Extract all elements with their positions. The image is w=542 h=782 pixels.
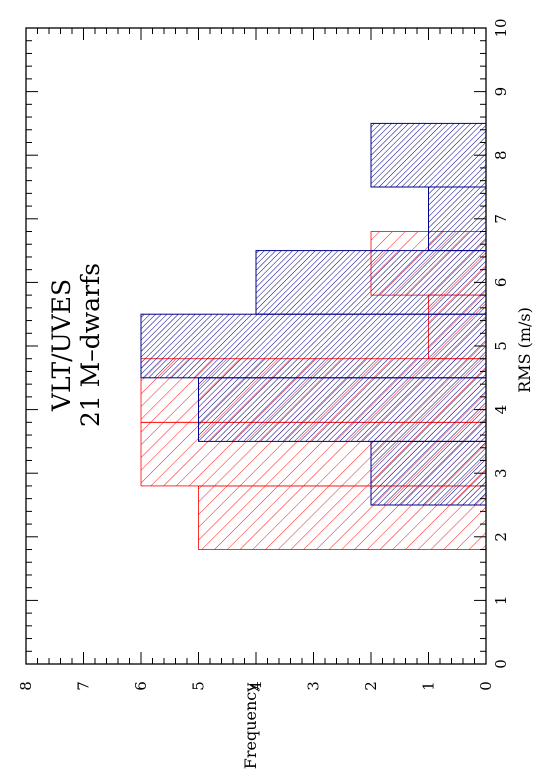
frequency-tick-label: 6 xyxy=(132,681,150,691)
frequency-tick-label: 7 xyxy=(75,681,93,691)
frequency-tick-label: 4 xyxy=(247,681,265,691)
rms-tick-label: 9 xyxy=(492,87,510,97)
rms-tick-label: 3 xyxy=(492,468,510,478)
frequency-tick-label: 5 xyxy=(190,681,208,691)
histogram-bar-series-2-bin-2 xyxy=(198,377,487,442)
rms-tick-label: 10 xyxy=(492,18,510,37)
y-axis-label: Frequency xyxy=(241,683,260,770)
rms-tick-label: 2 xyxy=(492,532,510,542)
frequency-tick-label: 1 xyxy=(420,681,438,691)
rms-tick-label: 7 xyxy=(492,214,510,224)
histogram-bar-series-2-bin-3 xyxy=(140,313,487,379)
histogram-bar-series-2-bin-1 xyxy=(370,440,487,506)
frequency-tick-label: 0 xyxy=(477,681,495,691)
rms-tick-label: 6 xyxy=(492,278,510,288)
rms-tick-label: 5 xyxy=(492,341,510,351)
rms-tick-label: 8 xyxy=(492,150,510,160)
frequency-tick-label: 2 xyxy=(362,681,380,691)
rms-tick-label: 1 xyxy=(492,596,510,606)
rms-tick-label: 0 xyxy=(492,659,510,669)
rms-tick-label: 4 xyxy=(492,405,510,415)
histogram-bar-series-2-bin-4 xyxy=(255,250,487,315)
frequency-tick-label: 8 xyxy=(17,681,35,691)
title-line-2: 21 M–dwarfs xyxy=(76,263,105,427)
title-line-1: VLT/UVES xyxy=(47,279,76,412)
frequency-tick-label: 3 xyxy=(305,681,323,691)
x-axis-label: RMS (m/s) xyxy=(515,307,534,393)
histogram-bar-series-2-bin-6 xyxy=(370,122,487,188)
